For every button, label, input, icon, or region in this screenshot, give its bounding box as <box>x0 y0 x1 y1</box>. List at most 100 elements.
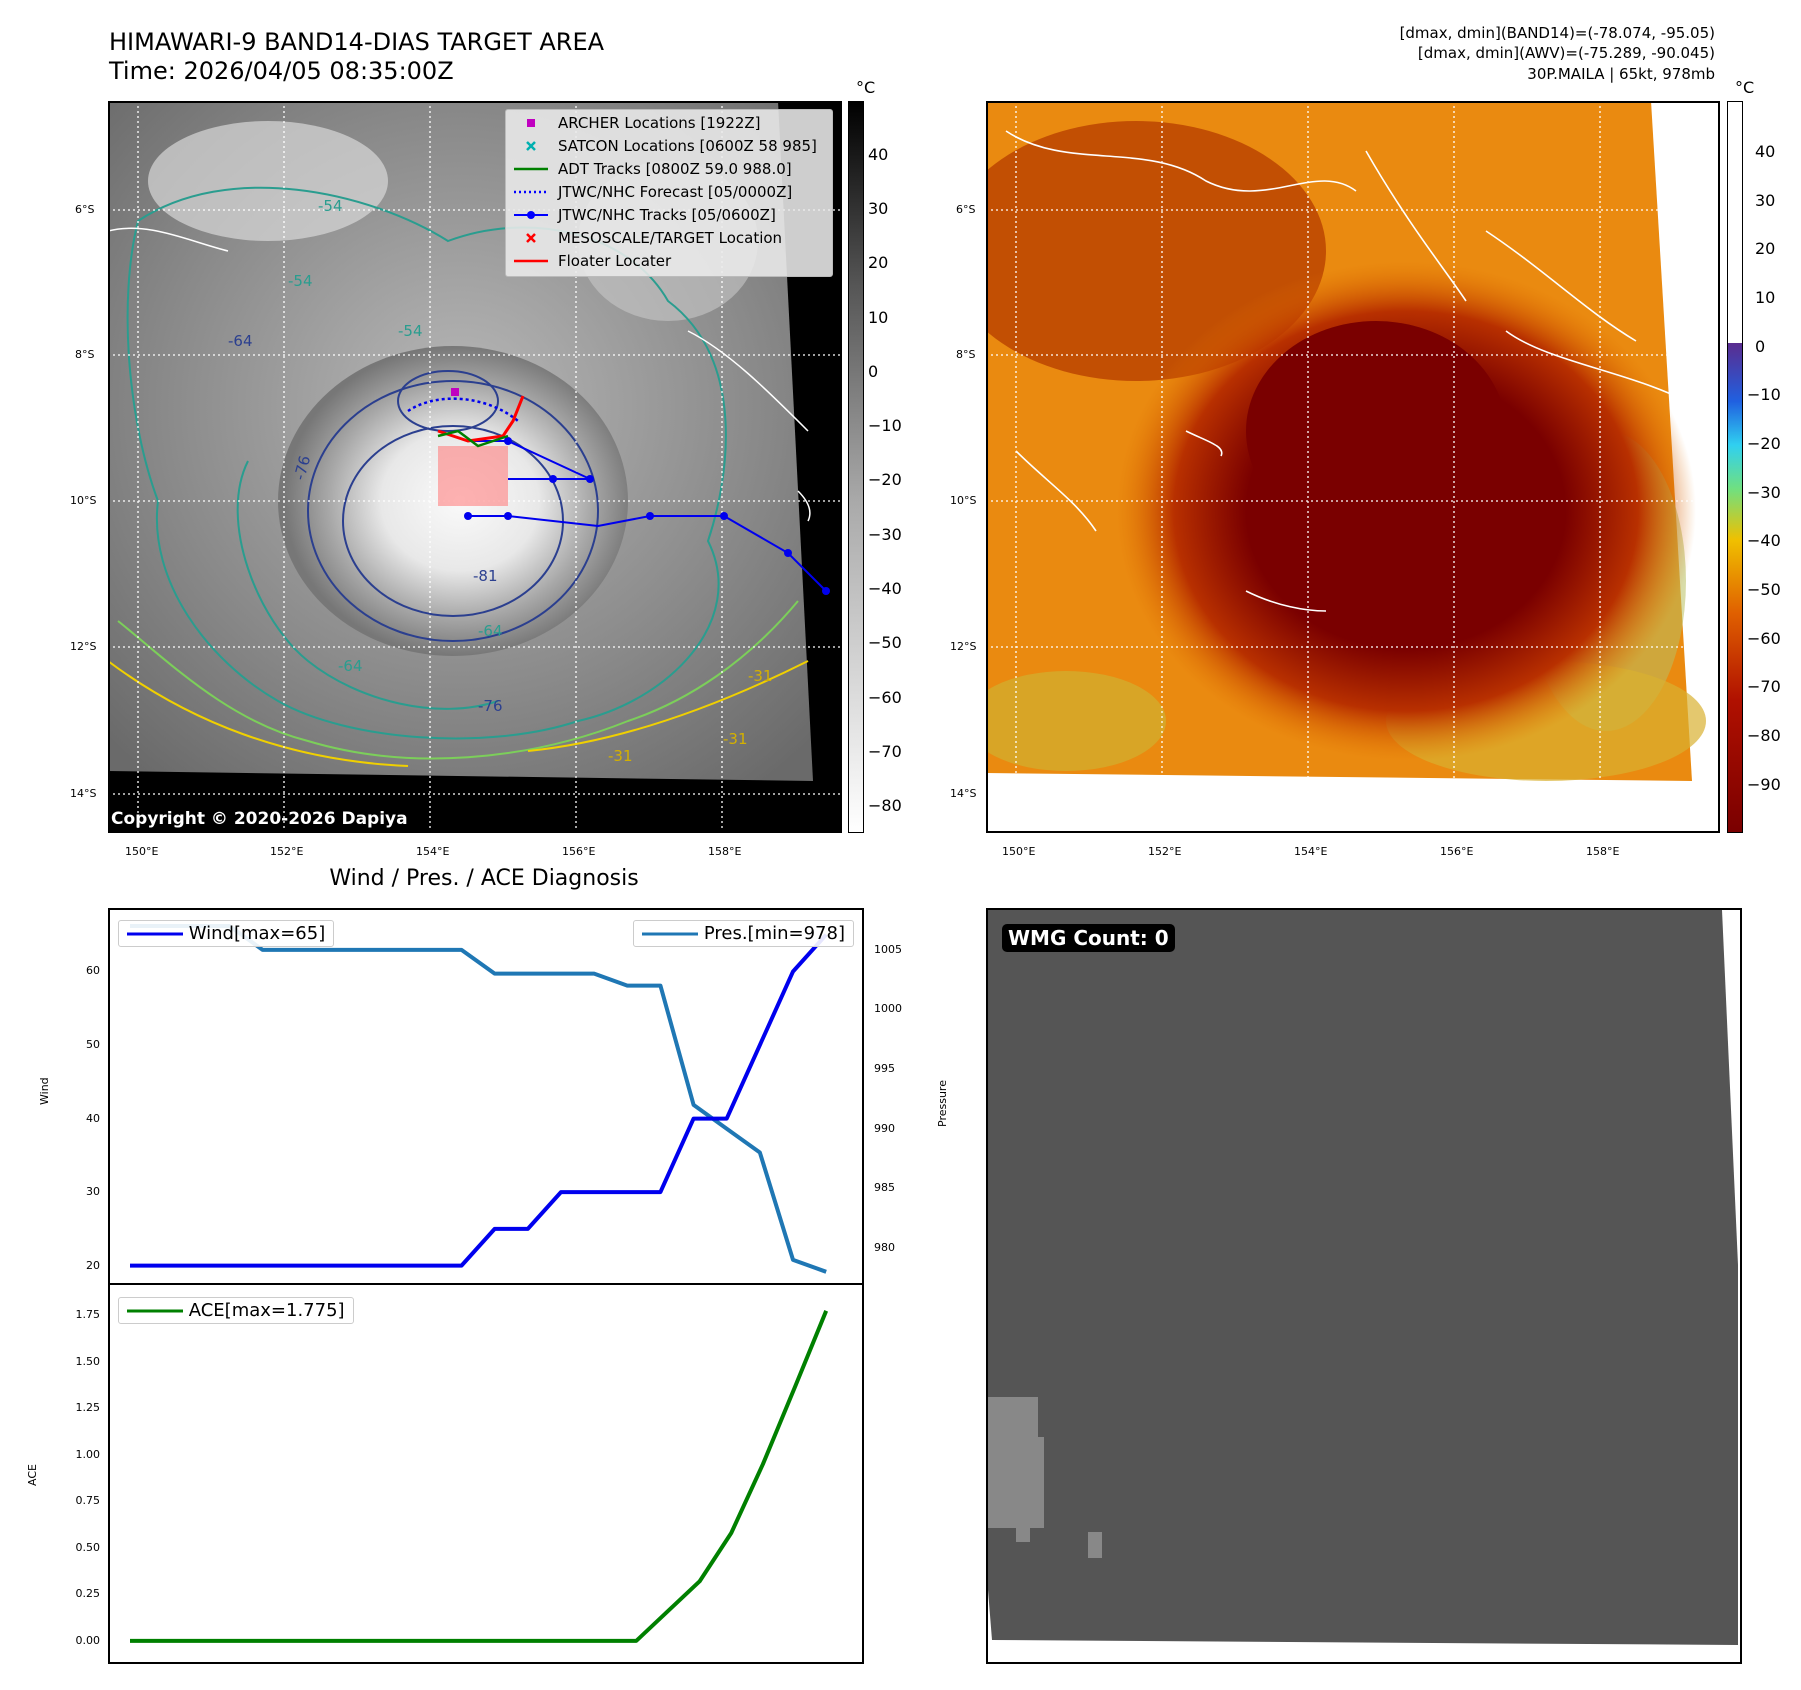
lat-tick-label: 14°S <box>70 787 97 800</box>
jtwc-forecast-line <box>407 397 519 422</box>
wind-series-line <box>130 933 828 1268</box>
copyright-text: Copyright © 2020-2026 Dapiya <box>111 809 408 829</box>
wind-axis-label: Wind <box>38 1077 51 1105</box>
line-icon <box>514 259 548 263</box>
ace-tick-label: 1.75 <box>75 1308 101 1322</box>
lat-tick-label: 12°S <box>950 640 977 653</box>
ace-tick-label: 0.75 <box>75 1494 101 1508</box>
lon-tick-label: 156°E <box>562 845 596 858</box>
wmg-map <box>988 910 1740 1662</box>
square-marker-icon <box>527 119 535 127</box>
lat-tick-label: 8°S <box>75 348 95 361</box>
lon-tick-label: 150°E <box>125 845 159 858</box>
ace-legend: ACE[max=1.775] <box>118 1297 354 1324</box>
contour-label: -64 <box>228 332 253 350</box>
awv-colorbar-unit: °C <box>1735 78 1755 97</box>
wmg-panel: WMG Count: 0 <box>986 908 1742 1664</box>
floater-locater-line <box>437 395 525 443</box>
lat-tick-label: 8°S <box>956 348 976 361</box>
ir-colorbar <box>848 101 864 833</box>
wind-tick-label: 20 <box>86 1258 100 1272</box>
wind-tick-label: 50 <box>86 1038 100 1052</box>
ace-series-line <box>130 1310 829 1643</box>
archer-marker <box>451 388 459 396</box>
dotted-line-icon <box>514 190 548 194</box>
x-marker-icon <box>526 233 536 243</box>
ace-axis-label: ACE <box>26 1464 39 1486</box>
lon-tick-label: 150°E <box>1002 845 1036 858</box>
lon-tick-label: 152°E <box>1148 845 1182 858</box>
lon-tick-label: 156°E <box>1440 845 1474 858</box>
lat-tick-label: 12°S <box>70 640 97 653</box>
pressure-tick-label: 1000 <box>874 1002 902 1016</box>
pressure-tick-label: 1005 <box>874 942 902 956</box>
wmg-image-area <box>988 910 1738 1645</box>
ace-tick-label: 1.00 <box>75 1447 101 1461</box>
contour-label: -54 <box>288 272 313 290</box>
ace-plot <box>130 1310 829 1643</box>
diagnosis-title: Wind / Pres. / ACE Diagnosis <box>329 866 639 891</box>
awv-range-text: [dmax, dmin](AWV)=(-75.289, -90.045) <box>1417 44 1715 62</box>
lat-tick-label: 14°S <box>950 787 977 800</box>
awv-colorbar <box>1727 101 1743 833</box>
awv-map-panel <box>946 101 1720 833</box>
mesoscale-target-box <box>438 446 508 506</box>
lat-tick-label: 10°S <box>950 494 977 507</box>
pressure-tick-label: 985 <box>874 1181 895 1195</box>
wind-legend: Wind[max=65] <box>118 920 335 947</box>
ace-line-icon <box>127 1309 183 1313</box>
wind-tick-label: 60 <box>86 964 100 978</box>
contour-label: -64 <box>478 622 503 640</box>
pressure-series-line <box>130 923 827 1274</box>
contour-label: -76 <box>478 697 503 715</box>
ir-map-panel: -54 -54 -54 -64 -64 -31 -31 -31 -76 -81 … <box>107 101 842 833</box>
contour-label: -54 <box>398 322 423 340</box>
wind-tick-label: 30 <box>86 1185 100 1199</box>
ir-colorbar-unit: °C <box>856 78 876 97</box>
line-icon <box>514 167 548 171</box>
adt-track-line <box>437 429 509 448</box>
panel-time: Time: 2026/04/05 08:35:00Z <box>109 57 454 85</box>
contour-label: -31 <box>748 667 773 685</box>
panel-title: HIMAWARI-9 BAND14-DIAS TARGET AREA <box>109 28 605 56</box>
pressure-tick-label: 995 <box>874 1062 895 1076</box>
lon-tick-label: 152°E <box>270 845 304 858</box>
awv-map <box>946 101 1720 833</box>
band14-range-text: [dmax, dmin](BAND14)=(-78.074, -95.05) <box>1399 24 1715 42</box>
pressure-tick-label: 990 <box>874 1121 895 1135</box>
lon-tick-label: 158°E <box>1586 845 1620 858</box>
lat-tick-label: 10°S <box>70 494 97 507</box>
awv-colorbar-ticks: 40 30 20 10 0 −10 −20 −30 −40 −50 −60 −7… <box>1747 142 1781 794</box>
lat-tick-label: 6°S <box>956 203 976 216</box>
contour-label: -81 <box>473 567 498 585</box>
ir-legend: ARCHER Locations [1922Z] SATCON Location… <box>505 109 833 277</box>
ace-tick-label: 1.50 <box>75 1354 101 1368</box>
lon-tick-label: 154°E <box>416 845 450 858</box>
contour-label: -31 <box>723 730 748 748</box>
pressure-axis-label: Pressure <box>936 1080 949 1127</box>
ace-tick-label: 1.25 <box>75 1401 101 1415</box>
wmg-count-badge: WMG Count: 0 <box>1002 924 1175 952</box>
ace-tick-label: 0.50 <box>75 1540 101 1554</box>
wind-tick-label: 40 <box>86 1111 100 1125</box>
contour-label: -76 <box>290 454 314 482</box>
ace-tick-label: 0.25 <box>75 1587 101 1601</box>
wind-pressure-plot <box>130 923 828 1274</box>
contour-label: -54 <box>318 197 343 215</box>
lat-tick-label: 6°S <box>75 203 95 216</box>
wind-pressure-chart: Wind[max=65] Pres.[min=978] <box>108 908 864 1285</box>
ace-tick-label: 0.00 <box>75 1633 101 1647</box>
x-marker-icon <box>526 141 536 151</box>
storm-info-text: 30P.MAILA | 65kt, 978mb <box>1527 65 1715 83</box>
line-dot-icon <box>514 211 548 219</box>
pressure-line-icon <box>642 932 699 936</box>
lon-tick-label: 154°E <box>1294 845 1328 858</box>
ir-colorbar-ticks: 40 30 20 10 0 −10 −20 −30 −40 −50 −60 −7… <box>868 145 902 815</box>
lon-tick-label: 158°E <box>708 845 742 858</box>
contour-label: -31 <box>608 747 633 765</box>
ace-chart: ACE[max=1.775] <box>108 1283 864 1664</box>
pressure-tick-label: 980 <box>874 1240 895 1254</box>
pressure-legend: Pres.[min=978] <box>633 920 854 947</box>
contour-label: -64 <box>338 657 363 675</box>
wind-line-icon <box>127 932 183 936</box>
